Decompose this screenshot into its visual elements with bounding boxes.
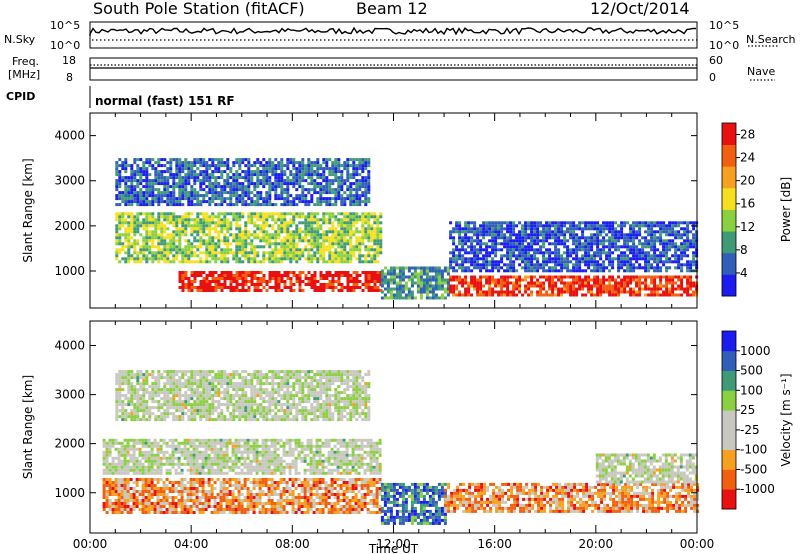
power-ytick-label-2000: 2000: [54, 219, 85, 233]
xtick-label-4: 16:00: [477, 537, 512, 551]
velocity-colorbar-seg-3: [722, 429, 736, 451]
noise-tick-low-left: 10^0: [50, 39, 81, 52]
power-region-3: [449, 275, 699, 297]
velocity-ytick-label-4000: 4000: [54, 339, 85, 353]
power-cbtick-label-1: 8: [740, 243, 748, 257]
velocity-region-2: [380, 482, 447, 525]
beam-label: Beam 12: [356, 0, 428, 18]
velocity-region-4: [595, 453, 698, 484]
power-colorbar-frame: [721, 122, 737, 297]
power-region-1: [178, 271, 383, 292]
x-axis-label: Time UT: [368, 542, 419, 554]
nave-label: Nave: [747, 65, 776, 78]
noise-tick-high-right: 10^5: [709, 19, 740, 32]
velocity-colorbar-frame: [721, 330, 737, 510]
power-region-2: [380, 266, 450, 300]
xtick-label-2: 08:00: [275, 537, 310, 551]
cpid-value: normal (fast) 151 RF: [95, 94, 235, 108]
date-label: 12/Oct/2014: [590, 0, 690, 18]
xtick-label-3: 12:00: [376, 537, 411, 551]
power-ytick-label-1000: 1000: [54, 264, 85, 278]
velocity-colorbar-label: Velocity [m s⁻¹]: [779, 373, 793, 466]
power-colorbar-seg-1: [722, 252, 736, 275]
power-colorbar-seg-3: [722, 209, 736, 232]
noise-tick-low-right: 10^0: [709, 39, 740, 52]
nave-tick-high: 60: [709, 54, 723, 67]
noise-tick-high-left: 10^5: [50, 19, 81, 32]
xtick-label-6: 00:00: [680, 537, 715, 551]
velocity-cbtick-label-4: -25: [740, 423, 760, 437]
nave-tick-low: 0: [709, 71, 716, 84]
station-title: South Pole Station (fitACF): [93, 0, 305, 18]
nsky-line: [89, 26, 696, 36]
velocity-region-3: [444, 482, 700, 513]
velocity-colorbar-seg-8: [722, 331, 736, 352]
velocity-colorbar-seg-1: [722, 469, 736, 490]
power-cbtick-label-6: 28: [740, 128, 755, 142]
freq-unit: [MHz]: [8, 68, 41, 81]
velocity-cbtick-label-7: -1000: [740, 482, 775, 496]
velocity-cbtick-label-3: 25: [740, 403, 755, 417]
xtick-label-5: 20:00: [579, 537, 614, 551]
power-colorbar-seg-4: [722, 187, 736, 210]
xtick-label-1: 04:00: [174, 537, 209, 551]
freq-tick-high: 18: [62, 54, 76, 67]
noise-panel-frame: [89, 21, 698, 49]
power-ytick-label-4000: 4000: [54, 129, 85, 143]
velocity-ylabel: Slant Range [km]: [21, 375, 35, 479]
power-colorbar-seg-6: [722, 144, 736, 167]
power-cbtick-label-0: 4: [740, 266, 748, 280]
velocity-cbtick-label-5: -100: [740, 443, 767, 457]
power-colorbar-label: Power [dB]: [779, 177, 793, 242]
xtick-label-0: 00:00: [73, 537, 108, 551]
power-region-4: [449, 221, 699, 273]
nsky-label: N.Sky: [4, 33, 36, 46]
velocity-colorbar-seg-4: [722, 410, 736, 431]
power-colorbar-seg-0: [722, 274, 736, 297]
velocity-ytick-label-1000: 1000: [54, 486, 85, 500]
velocity-colorbar-seg-7: [722, 350, 736, 371]
power-region-0: [115, 212, 383, 264]
cpid-label: CPID: [6, 90, 36, 103]
velocity-ytick-label-3000: 3000: [54, 388, 85, 402]
velocity-region-0: [102, 438, 382, 475]
velocity-colorbar-seg-2: [722, 449, 736, 470]
velocity-cbtick-label-0: 1000: [740, 344, 771, 358]
power-cbtick-label-5: 24: [740, 151, 755, 165]
power-ylabel: Slant Range [km]: [21, 158, 35, 262]
freq-panel-frame: [89, 57, 698, 81]
velocity-region-1: [102, 478, 382, 514]
power-cbtick-label-2: 12: [740, 220, 755, 234]
velocity-colorbar-seg-5: [722, 390, 736, 411]
velocity-ytick-label-2000: 2000: [54, 437, 85, 451]
power-region-5: [115, 158, 371, 207]
velocity-colorbar-seg-6: [722, 370, 736, 391]
power-cbtick-label-4: 20: [740, 174, 755, 188]
velocity-cbtick-label-2: 100: [740, 383, 763, 397]
power-colorbar-seg-2: [722, 231, 736, 254]
velocity-colorbar-seg-0: [722, 489, 736, 510]
freq-tick-low: 8: [66, 71, 73, 84]
nsearch-label: N.Search: [746, 33, 796, 46]
freq-label: Freq.: [12, 55, 40, 68]
power-cbtick-label-3: 16: [740, 197, 755, 211]
velocity-region-5: [115, 370, 371, 422]
velocity-cbtick-label-1: 500: [740, 364, 763, 378]
velocity-cbtick-label-6: -500: [740, 462, 767, 476]
power-colorbar-seg-7: [722, 123, 736, 146]
power-ytick-label-3000: 3000: [54, 174, 85, 188]
power-colorbar-seg-5: [722, 166, 736, 189]
